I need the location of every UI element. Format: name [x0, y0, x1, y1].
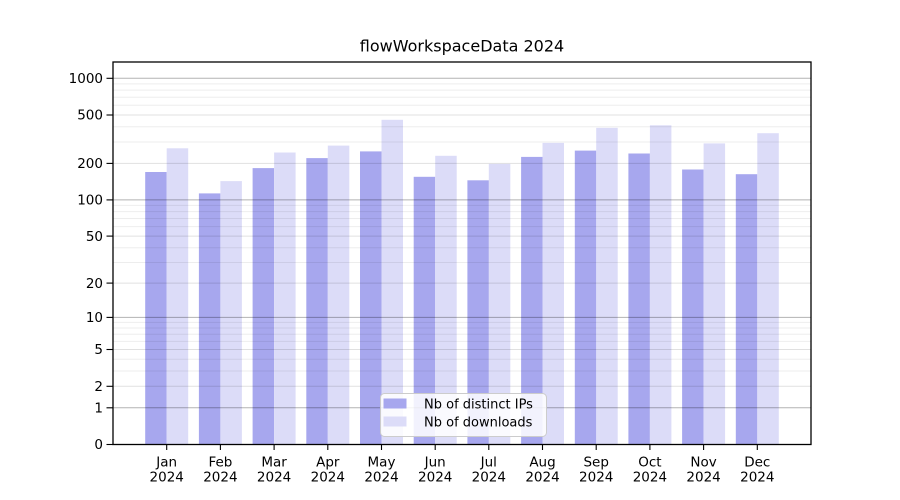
- legend-label-downloads: Nb of downloads: [424, 416, 533, 431]
- legend-swatch-downloads: [383, 416, 407, 427]
- bar-distinct-ips-oct: [628, 153, 650, 445]
- x-tick-label: Nov 2024: [686, 455, 720, 486]
- y-tick-label: 500: [77, 108, 103, 124]
- plot-border: [112, 61, 812, 446]
- bar-distinct-ips-jan: [145, 172, 167, 445]
- gridlines: [113, 77, 811, 409]
- x-tick-label: Apr 2024: [311, 455, 345, 486]
- y-tick-label: 0: [94, 437, 103, 453]
- legend-label-distinct-ips: Nb of distinct IPs: [424, 398, 533, 413]
- bars: [145, 119, 779, 445]
- x-tick-label: Aug 2024: [525, 455, 559, 486]
- x-tick-label: Jan 2024: [150, 455, 184, 486]
- bar-downloads-nov: [703, 143, 726, 445]
- bar-downloads-jul: [488, 163, 511, 445]
- y-tick-label: 50: [86, 229, 103, 245]
- bar-downloads-mar: [274, 152, 296, 445]
- bar-downloads-may: [381, 119, 403, 445]
- bar-downloads-aug: [542, 142, 564, 445]
- x-axis-labels: Jan 2024 Feb 2024 Mar 2024 Apr 2024 May 2024 Jun 20…: [150, 455, 775, 486]
- bar-downloads-apr: [327, 145, 350, 445]
- y-tick-label: 20: [86, 276, 103, 292]
- y-tick-label: 200: [77, 156, 103, 172]
- bar-distinct-ips-may: [360, 151, 382, 445]
- chart-title: flowWorkspaceData 2024: [360, 37, 564, 56]
- bar-distinct-ips-aug: [521, 156, 543, 445]
- y-axis-labels: 0 1 2 5 10 20 50 100 200 500 1000: [69, 71, 103, 453]
- y-tick-label: 100: [77, 193, 103, 209]
- x-tick-label: Feb 2024: [203, 455, 237, 486]
- y-tick-label: 5: [94, 342, 103, 358]
- x-tick-label: Jul 2024: [472, 455, 506, 486]
- x-tick-label: Sep 2024: [579, 455, 613, 486]
- bar-downloads-oct: [649, 125, 672, 445]
- bar-distinct-ips-dec: [735, 174, 758, 445]
- legend-box: [380, 393, 547, 437]
- x-tick-label: Oct 2024: [633, 455, 667, 486]
- bar-downloads-sep: [596, 127, 618, 445]
- bar-downloads-feb: [220, 181, 242, 445]
- x-tick-label: Dec 2024: [740, 455, 774, 486]
- bar-distinct-ips-jun: [413, 176, 436, 445]
- axis-tick-marks: [106, 77, 758, 450]
- bar-distinct-ips-sep: [574, 150, 597, 445]
- x-tick-label: Mar 2024: [257, 455, 291, 486]
- legend-swatch-distinct-ips: [383, 398, 407, 409]
- x-tick-label: Jun 2024: [418, 455, 452, 486]
- y-tick-label: 1: [94, 401, 103, 417]
- bar-distinct-ips-nov: [682, 169, 704, 445]
- bar-downloads-jun: [435, 155, 457, 445]
- y-tick-label: 1000: [69, 71, 103, 87]
- bar-downloads-jan: [166, 148, 189, 445]
- x-tick-label: May 2024: [364, 455, 398, 486]
- legend: Nb of distinct IPs Nb of downloads: [380, 393, 547, 437]
- bar-distinct-ips-mar: [252, 168, 275, 445]
- bar-downloads-dec: [757, 133, 779, 445]
- bar-distinct-ips-apr: [306, 158, 328, 445]
- bar-distinct-ips-feb: [198, 193, 221, 445]
- y-tick-label: 10: [86, 310, 103, 326]
- y-tick-label: 2: [94, 379, 103, 395]
- bar-distinct-ips-jul: [467, 180, 489, 445]
